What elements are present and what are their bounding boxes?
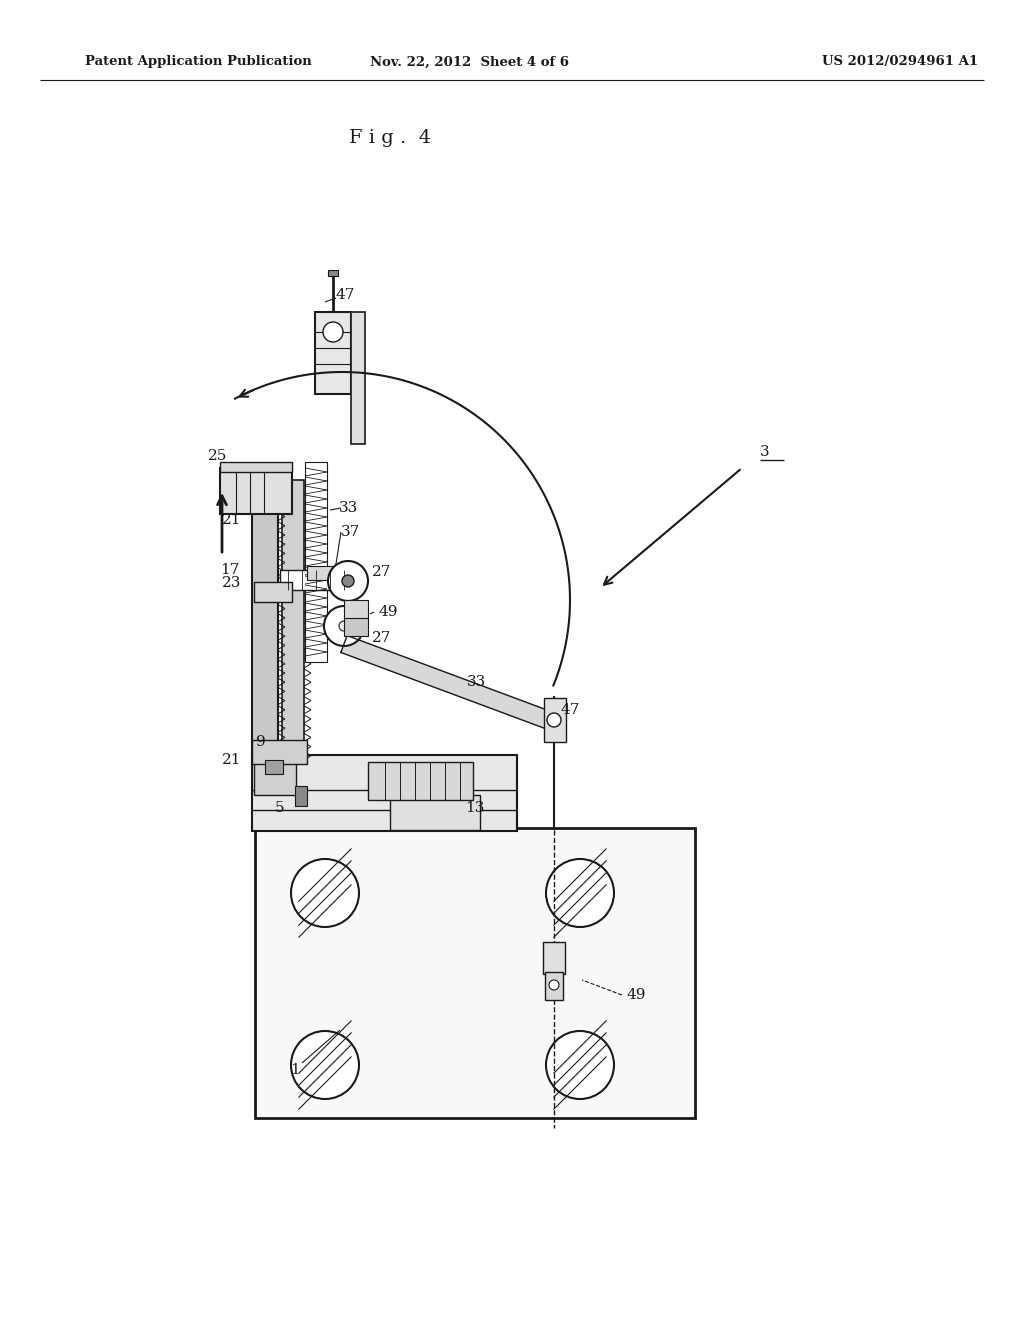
Bar bbox=[305, 462, 327, 663]
Text: 5: 5 bbox=[275, 801, 285, 814]
Text: 49: 49 bbox=[627, 987, 646, 1002]
Bar bbox=[344, 618, 368, 636]
Bar bbox=[344, 601, 368, 620]
Text: 3: 3 bbox=[760, 445, 770, 459]
Circle shape bbox=[549, 979, 559, 990]
Circle shape bbox=[546, 859, 614, 927]
Bar bbox=[544, 698, 566, 742]
Text: 47: 47 bbox=[335, 288, 354, 302]
Circle shape bbox=[342, 576, 354, 587]
Text: F i g .  4: F i g . 4 bbox=[349, 129, 431, 147]
Text: 13: 13 bbox=[465, 801, 484, 814]
Text: 49: 49 bbox=[378, 605, 397, 619]
Bar bbox=[280, 570, 360, 590]
Text: 21: 21 bbox=[222, 513, 242, 527]
Text: US 2012/0294961 A1: US 2012/0294961 A1 bbox=[822, 55, 978, 69]
Text: 33: 33 bbox=[466, 675, 485, 689]
Bar bbox=[252, 741, 307, 764]
Bar bbox=[351, 312, 365, 444]
Text: 33: 33 bbox=[338, 502, 357, 515]
Text: 25: 25 bbox=[208, 449, 227, 463]
Circle shape bbox=[291, 859, 359, 927]
Circle shape bbox=[339, 620, 349, 631]
Circle shape bbox=[324, 606, 364, 645]
Circle shape bbox=[546, 1031, 614, 1100]
Text: 47: 47 bbox=[560, 704, 580, 717]
Bar bbox=[543, 942, 565, 974]
Bar bbox=[368, 762, 473, 800]
Bar bbox=[307, 566, 335, 579]
Bar bbox=[315, 312, 351, 393]
Bar bbox=[220, 462, 292, 473]
Bar bbox=[265, 760, 283, 774]
Bar bbox=[254, 755, 296, 795]
Circle shape bbox=[328, 561, 368, 601]
Text: 23: 23 bbox=[222, 576, 242, 590]
Bar bbox=[252, 480, 278, 762]
Text: Nov. 22, 2012  Sheet 4 of 6: Nov. 22, 2012 Sheet 4 of 6 bbox=[371, 55, 569, 69]
Text: 27: 27 bbox=[373, 565, 392, 579]
Circle shape bbox=[547, 713, 561, 727]
Text: 21: 21 bbox=[222, 752, 242, 767]
Bar bbox=[390, 795, 480, 830]
Bar bbox=[545, 972, 563, 1001]
Bar bbox=[295, 785, 307, 807]
Text: 37: 37 bbox=[340, 525, 359, 539]
Circle shape bbox=[291, 1031, 359, 1100]
Bar bbox=[254, 582, 292, 602]
Text: 17: 17 bbox=[220, 564, 240, 577]
Text: Patent Application Publication: Patent Application Publication bbox=[85, 55, 311, 69]
Circle shape bbox=[323, 322, 343, 342]
Bar bbox=[220, 469, 292, 513]
Bar bbox=[328, 271, 338, 276]
Text: 9: 9 bbox=[256, 735, 266, 748]
Bar bbox=[282, 480, 304, 762]
Bar bbox=[255, 828, 695, 1118]
Bar bbox=[252, 755, 517, 832]
Text: 27: 27 bbox=[373, 631, 392, 645]
Polygon shape bbox=[341, 635, 551, 729]
Text: 1: 1 bbox=[290, 1063, 300, 1077]
